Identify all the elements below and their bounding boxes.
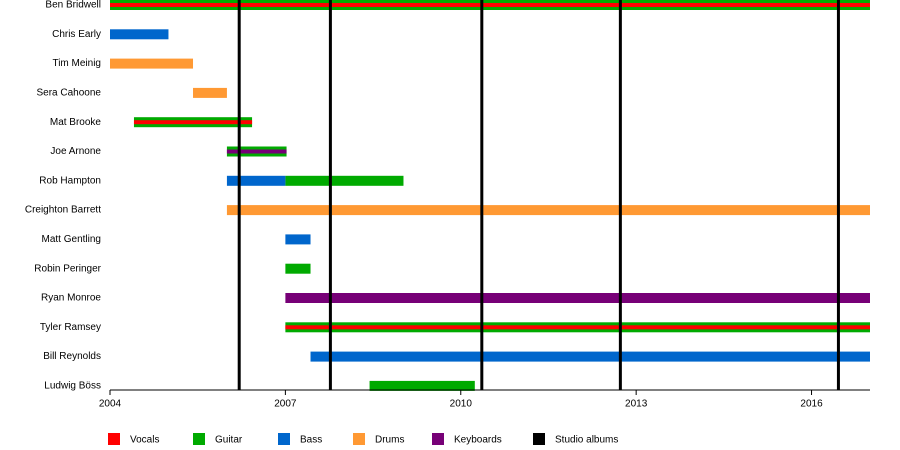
x-tick-label: 2007 — [274, 399, 297, 410]
row-label: Ryan Monroe — [41, 293, 101, 304]
legend-label: Vocals — [130, 435, 159, 446]
legend-label: Studio albums — [555, 435, 618, 446]
member-bar — [285, 263, 311, 274]
row-label: Rob Hampton — [39, 175, 101, 186]
member-bar — [193, 87, 227, 98]
legend-swatch — [108, 433, 120, 445]
x-tick-label: 2004 — [99, 399, 122, 410]
member-bar — [226, 205, 870, 216]
member-bar — [110, 3, 870, 7]
row-label: Mat Brooke — [50, 117, 102, 128]
legend-swatch — [193, 433, 205, 445]
x-tick-label: 2010 — [450, 399, 473, 410]
legend-label: Bass — [300, 435, 322, 446]
member-bar — [226, 175, 286, 186]
member-bar — [310, 351, 870, 362]
x-tick-label: 2016 — [800, 399, 823, 410]
row-label: Chris Early — [52, 29, 101, 40]
row-label: Ben Bridwell — [45, 0, 101, 11]
member-bar — [285, 325, 870, 330]
row-label: Ludwig Böss — [44, 381, 101, 392]
legend-swatch — [533, 433, 545, 445]
member-bar — [369, 380, 475, 391]
row-label: Creighton Barrett — [25, 205, 101, 216]
member-bar — [285, 175, 404, 186]
member-bar — [133, 120, 253, 125]
legend-swatch — [278, 433, 290, 445]
row-label: Tim Meinig — [52, 58, 101, 69]
member-bar — [285, 234, 311, 245]
legend-label: Drums — [375, 435, 404, 446]
legend-label: Keyboards — [454, 435, 502, 446]
member-bar — [110, 29, 169, 40]
row-label: Tyler Ramsey — [40, 322, 101, 333]
legend-swatch — [353, 433, 365, 445]
member-bar — [226, 149, 287, 154]
legend-swatch — [432, 433, 444, 445]
row-label: Robin Peringer — [34, 263, 101, 274]
legend-label: Guitar — [215, 435, 243, 446]
row-label: Matt Gentling — [42, 234, 101, 245]
member-bar — [110, 58, 194, 69]
x-tick-label: 2013 — [625, 399, 648, 410]
row-label: Sera Cahoone — [37, 88, 102, 99]
row-label: Joe Arnone — [50, 146, 101, 157]
member-bar — [285, 293, 870, 303]
row-label: Bill Reynolds — [43, 351, 101, 362]
